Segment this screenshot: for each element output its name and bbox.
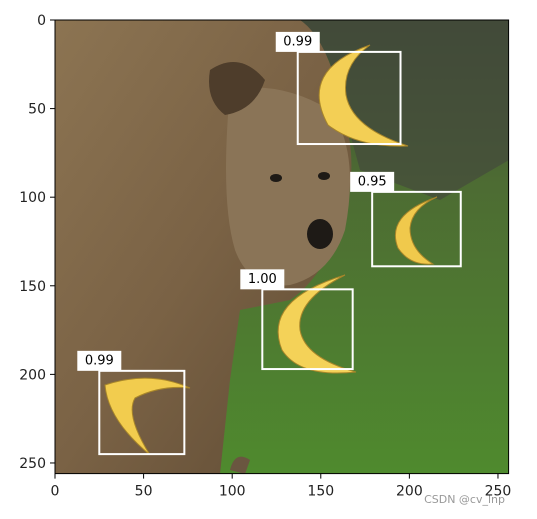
y-tick-label: 0 [37,13,46,29]
y-tick-label: 150 [19,279,46,295]
photo [55,20,509,474]
y-tick-label: 200 [19,367,46,383]
y-tick-label: 50 [28,102,46,118]
box-label: 0.95 [358,174,387,189]
box-label: 0.99 [85,353,114,368]
label-background [77,350,122,371]
x-tick-label: 250 [485,484,512,500]
x-tick-label: 150 [307,484,334,500]
bounding-box [371,190,462,268]
x-tick-label: 50 [135,484,153,500]
box-label: 0.99 [283,34,312,49]
y-tick-label: 100 [19,190,46,206]
label-background [275,31,320,52]
x-tick-label: 200 [396,484,423,500]
box-label: 1.00 [248,272,277,287]
y-tick-label: 250 [19,456,46,472]
x-tick-label: 0 [51,484,60,500]
x-tick-label: 100 [219,484,246,500]
watermark: CSDN @cv_lnp [424,493,505,506]
bounding-box [98,369,186,456]
label-background [350,171,395,192]
bounding-box [261,288,354,371]
bounding-box [296,50,402,146]
label-background [240,269,285,290]
axes-frame [54,19,510,475]
